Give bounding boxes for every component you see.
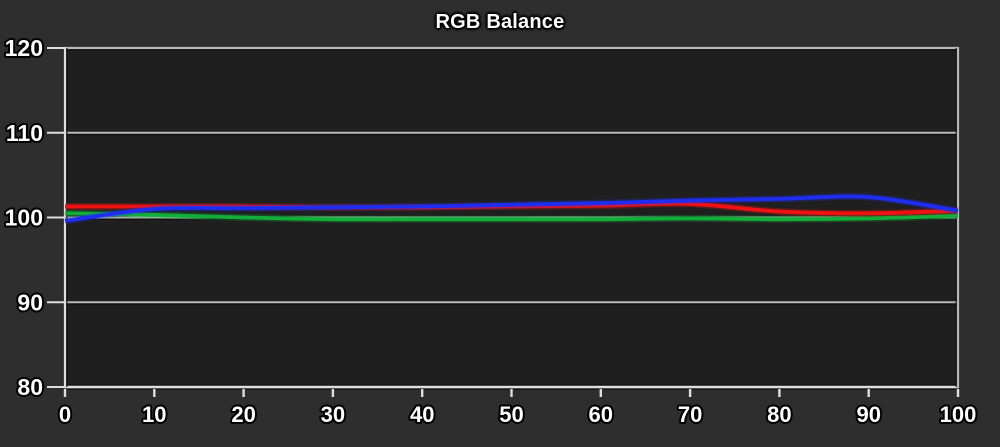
x-tick-label: 80 xyxy=(767,402,791,427)
x-tick-label: 50 xyxy=(499,402,523,427)
series-green-line xyxy=(64,211,959,222)
series-blue-line xyxy=(64,194,959,223)
x-tick-label: 10 xyxy=(142,402,166,427)
x-tick-label: 0 xyxy=(59,402,71,427)
y-tick-label: 100 xyxy=(5,205,43,231)
x-tick-label: 100 xyxy=(940,402,977,427)
x-tick-label: 20 xyxy=(231,402,255,427)
series-lines xyxy=(64,193,959,225)
x-tick-label: 60 xyxy=(589,402,613,427)
y-tick-label: 80 xyxy=(17,374,43,400)
y-tick-label: 110 xyxy=(6,120,43,146)
tick-marks xyxy=(47,47,960,397)
x-tick-label: 40 xyxy=(410,402,434,427)
tick-labels: 80 90 100 110 120 0 10 20 30 40 50 60 70 80 90 100 xyxy=(3,33,979,429)
x-tick-label: 70 xyxy=(678,402,702,427)
x-tick-label: 90 xyxy=(856,402,880,427)
x-tick-label: 30 xyxy=(321,402,345,427)
y-tick-label: 120 xyxy=(5,35,43,61)
chart-title: RGB Balance xyxy=(435,11,565,33)
y-tick-label: 90 xyxy=(17,289,43,315)
